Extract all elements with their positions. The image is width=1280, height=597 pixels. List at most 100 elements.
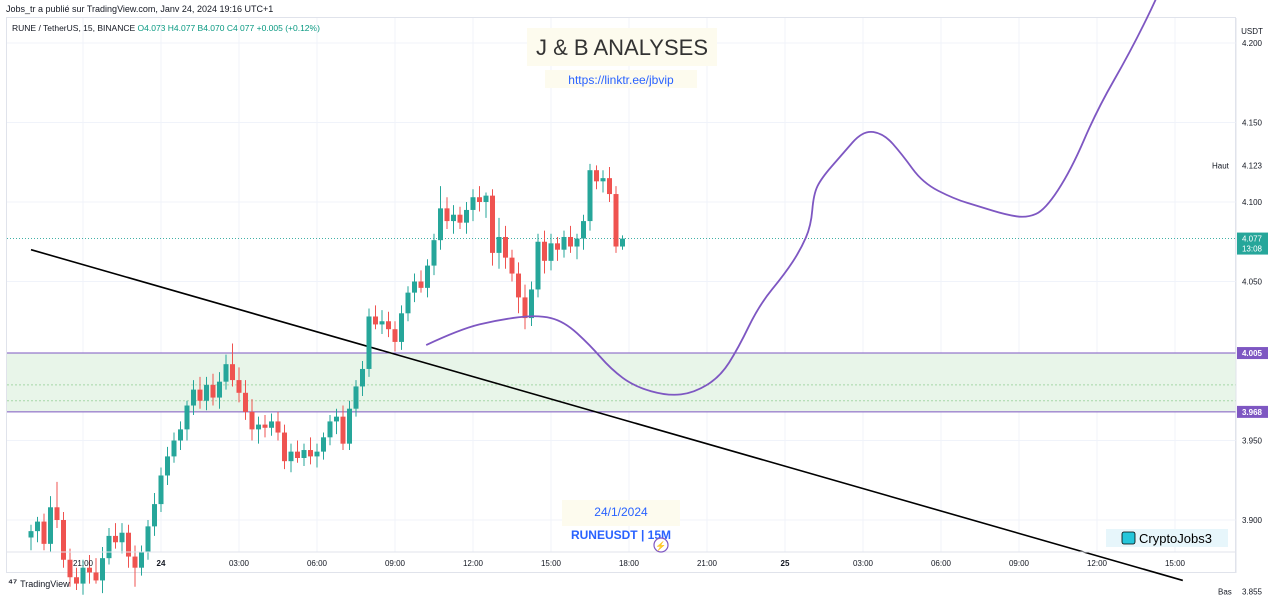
candle-up	[399, 313, 404, 342]
haut-label: Haut	[1212, 161, 1230, 170]
candle-down	[41, 521, 47, 544]
price-tick-label: 4.050	[1242, 278, 1263, 287]
time-tick-label: 09:00	[385, 559, 406, 568]
candle-up	[178, 429, 183, 441]
current-price-label: 4.077	[1242, 235, 1263, 244]
candle-down	[613, 194, 619, 247]
candle-up	[314, 451, 320, 457]
candle-up	[464, 209, 469, 223]
level-price-label-bg	[1237, 347, 1268, 360]
candle-down	[282, 432, 287, 462]
candle-down	[54, 507, 60, 520]
candle-up	[80, 567, 86, 584]
candle-up	[106, 535, 112, 559]
price-axis-currency: USDT	[1241, 27, 1263, 36]
candle-up	[269, 421, 274, 428]
time-tick-label: 09:00	[1009, 559, 1030, 568]
candle-down	[555, 243, 560, 250]
candle-up	[28, 531, 34, 538]
time-tick-label: 24	[157, 559, 166, 568]
candle-down	[594, 170, 599, 182]
candle-up	[119, 532, 125, 543]
candle-up	[184, 405, 190, 430]
candles	[28, 163, 625, 595]
candle-down	[522, 297, 528, 319]
candle-down	[61, 520, 66, 560]
candle-down	[373, 316, 378, 325]
candle-down	[607, 178, 612, 195]
candle-up	[256, 424, 261, 430]
countdown-label: 13:08	[1242, 245, 1263, 254]
candle-down	[236, 380, 242, 393]
candle-up	[347, 408, 352, 444]
candle-up	[561, 236, 567, 250]
analysis-title: J & B ANALYSES	[536, 35, 708, 60]
pair-text: RUNEUSDT | 15M	[571, 528, 671, 542]
candle-up	[353, 386, 359, 409]
time-tick-label: 15:00	[1165, 559, 1186, 568]
candle-up	[438, 208, 443, 241]
price-tick-label: 3.950	[1242, 437, 1263, 446]
candle-up	[412, 281, 417, 293]
price-tick-label: 4.200	[1242, 39, 1263, 48]
candle-down	[126, 532, 131, 557]
flash-glyph: ⚡	[655, 540, 666, 552]
time-tick-label: 18:00	[619, 559, 640, 568]
date-text: 24/1/2024	[594, 505, 648, 519]
tradingview-brand[interactable]: TradingView	[20, 578, 70, 589]
link-text[interactable]: https://linktr.ee/jbvip	[568, 73, 674, 87]
candle-up	[171, 440, 177, 457]
candle-up	[301, 450, 307, 458]
candle-up	[431, 240, 437, 266]
trendline-group	[30, 248, 1184, 582]
current-price-box	[1237, 232, 1268, 255]
candle-down	[230, 364, 235, 381]
flash-icon[interactable]	[653, 537, 669, 553]
candle-up	[288, 451, 294, 462]
candle-up	[587, 170, 593, 222]
symbol-info[interactable]: RUNE / TetherUS, 15, BINANCE	[12, 23, 136, 33]
price-axis: USDT3.9003.9504.0504.1004.1504.2004.2504…	[1212, 18, 1268, 597]
level-price-label: 4.005	[1242, 349, 1263, 358]
candle-down	[113, 535, 118, 543]
candle-up	[600, 178, 606, 182]
candle-up	[366, 316, 372, 369]
candle-up	[321, 437, 326, 452]
time-tick-label: 15:00	[541, 559, 562, 568]
candle-up	[529, 289, 534, 319]
level-price-label-bg	[1237, 405, 1268, 418]
time-tick-label: 06:00	[931, 559, 952, 568]
candle-up	[535, 241, 541, 290]
candle-down	[295, 451, 300, 458]
candle-up	[165, 456, 170, 476]
candle-up	[496, 236, 502, 253]
time-tick-label: 03:00	[853, 559, 874, 568]
candle-up	[139, 551, 144, 568]
candle-down	[542, 241, 547, 261]
candle-up	[470, 197, 476, 210]
watermark-box	[1106, 529, 1228, 547]
tradingview-footer: ⁴⁷ TradingView	[8, 578, 70, 589]
candle-up	[581, 221, 586, 239]
candle-down	[386, 321, 391, 330]
projection-path	[425, 0, 1157, 396]
price-tick-label: 4.150	[1242, 119, 1263, 128]
bas-value: 3.855	[1242, 588, 1263, 597]
publisher-line: Jobs_tr a publié sur TradingView.com, Ja…	[6, 4, 274, 14]
price-tick-label: 3.900	[1242, 516, 1263, 525]
candle-up	[191, 389, 196, 406]
candle-up	[451, 214, 456, 222]
link-box	[545, 70, 697, 88]
ohlc-values: O4.073 H4.077 B4.070 C4.077 +0.005 (+0.1…	[137, 23, 320, 33]
tradingview-logo-icon: ⁴⁷	[8, 578, 18, 589]
candle-down	[444, 208, 450, 222]
price-tick-label: 4.100	[1242, 198, 1263, 207]
candle-up	[145, 526, 151, 552]
candle-down	[509, 257, 515, 274]
candle-up	[204, 384, 209, 401]
haut-value: 4.123	[1242, 161, 1263, 170]
candle-down	[93, 572, 99, 581]
candle-up	[379, 321, 385, 325]
symbol-legend: RUNE / TetherUS, 15, BINANCE O4.073 H4.0…	[12, 23, 320, 33]
